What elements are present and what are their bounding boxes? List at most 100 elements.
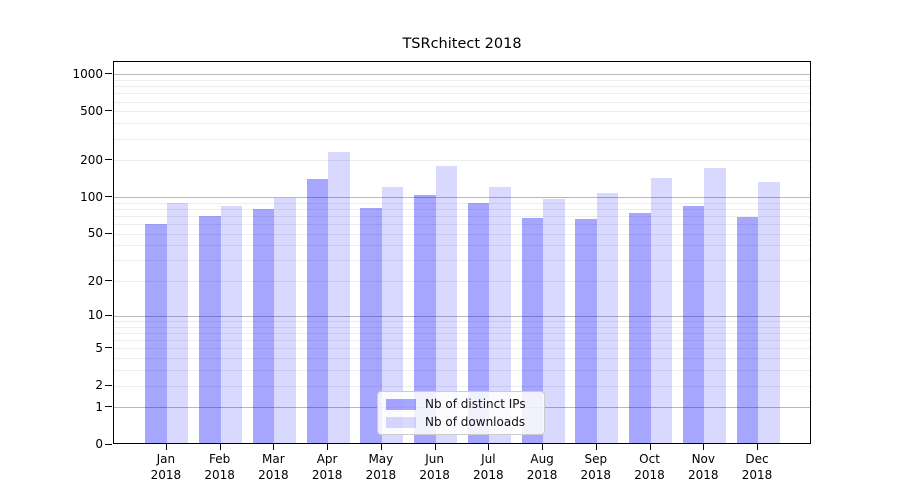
x-tick-mark: [757, 444, 759, 450]
x-axis-tick-label: Oct 2018: [634, 452, 665, 482]
x-tick-mark: [703, 444, 705, 450]
gridline-minor-800: [114, 86, 810, 88]
gridline-minor-50: [114, 233, 810, 235]
gridline-minor-2: [114, 385, 810, 387]
bar-apr-distinct-ips: [306, 178, 329, 443]
y-tick-mark: [105, 280, 112, 282]
gridline-major-100: [114, 197, 810, 199]
y-axis-tick-label: 20: [87, 273, 103, 288]
bar-sep-distinct-ips: [575, 218, 597, 443]
bar-dec-distinct-ips: [736, 216, 759, 443]
gridline-minor-3: [114, 370, 810, 372]
gridline-major-1000: [114, 74, 810, 76]
x-tick-mark: [542, 444, 544, 450]
gridline-major-10: [114, 315, 810, 317]
bar-sep-downloads: [596, 192, 619, 443]
y-axis-tick-label: 0: [95, 437, 103, 451]
legend-entry-downloads: Nb of downloads: [386, 415, 535, 429]
y-tick-mark: [105, 406, 112, 408]
bar-nov-downloads: [704, 167, 726, 443]
bar-jun-distinct-ips: [414, 194, 436, 443]
legend-label-downloads: Nb of downloads: [425, 415, 526, 429]
x-tick-mark: [165, 444, 167, 450]
gridline-minor-600: [114, 101, 810, 103]
x-axis-tick-label: May 2018: [365, 452, 397, 482]
x-tick-mark: [488, 444, 490, 450]
gridline-minor-200: [114, 160, 810, 162]
y-tick-mark: [105, 347, 112, 349]
y-axis-tick-label: 200: [80, 152, 103, 167]
x-axis-tick-label: Feb 2018: [204, 452, 235, 482]
gridline-minor-7: [114, 333, 810, 335]
bar-feb-downloads: [220, 206, 243, 443]
gridline-minor-700: [114, 93, 810, 95]
gridline-minor-40: [114, 245, 810, 247]
y-tick-mark: [105, 443, 112, 445]
bar-may-distinct-ips: [360, 208, 382, 443]
legend-swatch-downloads: [386, 416, 416, 428]
x-axis-tick-label: Jun 2018: [419, 452, 450, 482]
x-axis-tick-label: Aug 2018: [526, 452, 558, 482]
bar-nov-distinct-ips: [682, 205, 705, 443]
y-tick-mark: [105, 384, 112, 386]
x-axis-tick-label: Sep 2018: [580, 452, 612, 482]
bar-dec-downloads: [758, 182, 780, 443]
bar-oct-distinct-ips: [629, 212, 651, 443]
bar-jul-downloads: [489, 187, 511, 443]
y-axis-tick-label: 10: [87, 308, 103, 323]
x-axis-tick-label: Jan 2018: [150, 452, 182, 482]
legend-swatch-distinct-ips: [386, 398, 416, 410]
x-tick-mark: [434, 444, 436, 450]
gridline-minor-9: [114, 321, 810, 323]
x-tick-mark: [380, 444, 382, 450]
x-tick-mark: [219, 444, 221, 450]
y-axis-tick-label: 50: [87, 226, 103, 241]
gridline-minor-900: [114, 79, 810, 81]
y-axis-tick-label: 1: [95, 399, 103, 414]
gridline-minor-300: [114, 138, 810, 140]
gridline-minor-70: [114, 216, 810, 218]
bar-may-downloads: [381, 187, 404, 443]
bar-apr-downloads: [328, 152, 350, 443]
legend: Nb of distinct IPs Nb of downloads: [377, 391, 545, 435]
x-tick-mark: [595, 444, 597, 450]
x-axis-tick-label: Mar 2018: [258, 452, 289, 482]
chart-title: TSRchitect 2018: [402, 36, 522, 52]
y-tick-mark: [105, 196, 112, 198]
bar-aug-distinct-ips: [521, 218, 544, 443]
x-tick-mark: [327, 444, 329, 450]
gridline-minor-90: [114, 202, 810, 204]
gridline-minor-30: [114, 260, 810, 262]
x-tick-mark: [273, 444, 275, 450]
gridline-minor-60: [114, 224, 810, 226]
x-axis-tick-label: Nov 2018: [688, 452, 719, 482]
bar-mar-downloads: [274, 197, 296, 443]
gridline-minor-5: [114, 348, 810, 350]
legend-label-distinct-ips: Nb of distinct IPs: [425, 397, 526, 411]
y-axis-tick-label: 100: [80, 189, 103, 204]
x-axis-tick-label: Dec 2018: [741, 452, 773, 482]
gridline-minor-4: [114, 358, 810, 360]
plot-area: [113, 61, 811, 444]
gridline-minor-6: [114, 340, 810, 342]
gridline-minor-500: [114, 111, 810, 113]
bar-jan-downloads: [166, 203, 189, 443]
bar-aug-downloads: [543, 198, 565, 443]
gridline-minor-20: [114, 281, 810, 283]
y-tick-mark: [105, 73, 112, 75]
gridline-minor-80: [114, 208, 810, 210]
bar-feb-distinct-ips: [199, 215, 221, 443]
bar-oct-downloads: [650, 177, 673, 443]
y-axis-tick-label: 5: [95, 340, 103, 355]
y-tick-mark: [105, 110, 112, 112]
legend-entry-distinct-ips: Nb of distinct IPs: [386, 397, 535, 411]
bar-jan-distinct-ips: [145, 223, 167, 443]
y-tick-mark: [105, 232, 112, 234]
bar-mar-distinct-ips: [252, 208, 275, 443]
gridline-minor-8: [114, 326, 810, 328]
y-tick-mark: [105, 159, 112, 161]
x-axis-tick-label: Apr 2018: [311, 452, 343, 482]
bar-jul-distinct-ips: [467, 202, 490, 443]
y-axis-tick-label: 1000: [72, 66, 103, 81]
